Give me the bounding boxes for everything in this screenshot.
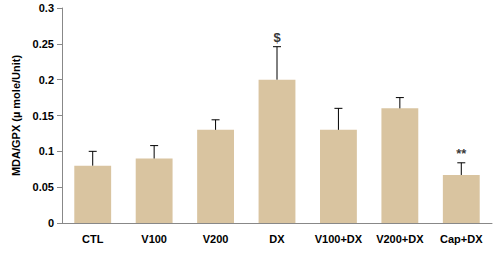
svg-text:V100+DX: V100+DX: [315, 233, 363, 245]
svg-text:0.3: 0.3: [39, 2, 54, 14]
svg-text:0.25: 0.25: [33, 38, 54, 50]
svg-text:0: 0: [48, 217, 54, 229]
svg-text:0.05: 0.05: [33, 181, 54, 193]
svg-text:DX: DX: [269, 233, 285, 245]
svg-text:0.1: 0.1: [39, 145, 54, 157]
svg-text:$: $: [273, 30, 281, 45]
svg-text:0.2: 0.2: [39, 74, 54, 86]
svg-text:MDA/GPX (µ mole/Unit): MDA/GPX (µ mole/Unit): [10, 55, 22, 177]
svg-text:V100: V100: [141, 233, 167, 245]
svg-text:V200+DX: V200+DX: [376, 233, 424, 245]
svg-text:V200: V200: [203, 233, 229, 245]
svg-text:CTL: CTL: [82, 233, 104, 245]
svg-text:0.15: 0.15: [33, 110, 54, 122]
svg-text:**: **: [456, 146, 467, 161]
svg-text:Cap+DX: Cap+DX: [440, 233, 483, 245]
